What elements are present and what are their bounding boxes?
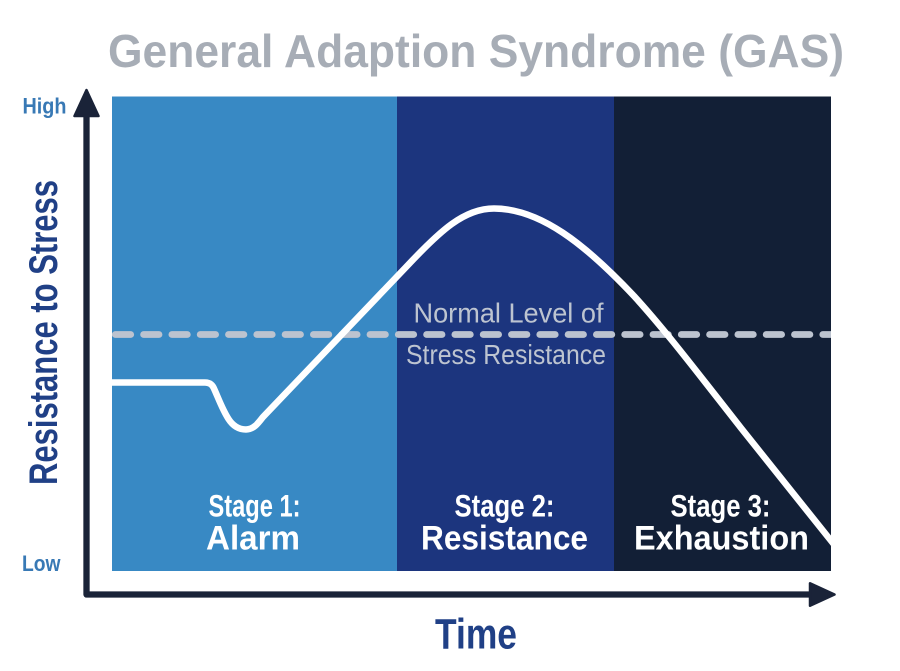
svg-text:Alarm: Alarm [206,520,300,558]
svg-text:High: High [23,94,67,119]
svg-text:General Adaption Syndrome (GAS: General Adaption Syndrome (GAS) [108,25,844,77]
svg-text:Low: Low [22,551,61,576]
svg-text:Time: Time [435,611,517,659]
svg-text:Resistance to Stress: Resistance to Stress [22,180,66,485]
svg-text:Stage 1:: Stage 1: [209,488,301,524]
svg-text:Exhaustion: Exhaustion [634,520,809,558]
svg-text:Stage 2:: Stage 2: [455,488,555,524]
svg-text:Normal Level of: Normal Level of [414,298,604,329]
svg-text:Resistance: Resistance [421,520,588,558]
svg-text:Stress Resistance: Stress Resistance [406,339,606,370]
svg-text:Stage 3:: Stage 3: [671,488,771,524]
